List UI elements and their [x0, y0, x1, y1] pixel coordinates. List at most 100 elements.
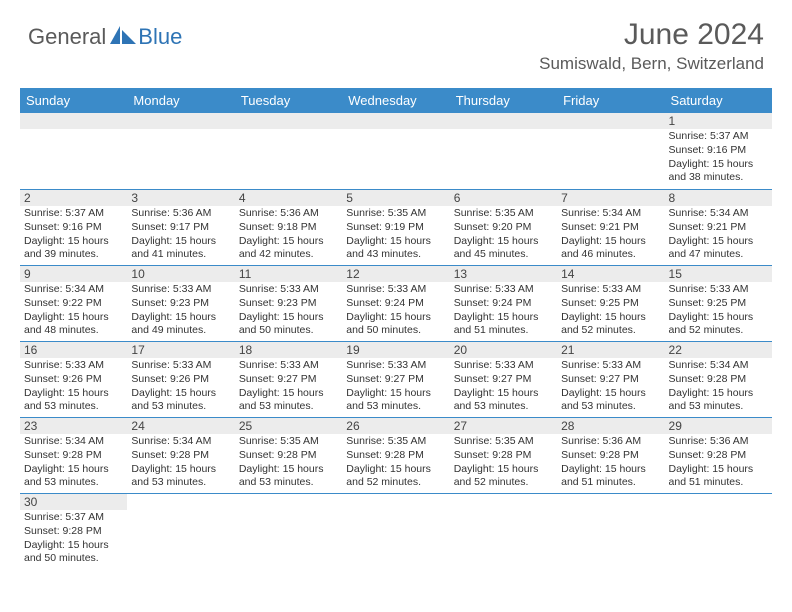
day-details: Sunrise: 5:33 AMSunset: 9:24 PMDaylight:…	[450, 282, 557, 340]
day-number: 14	[557, 266, 664, 282]
sunset-line: Sunset: 9:20 PM	[454, 220, 553, 234]
calendar-day-cell	[557, 493, 664, 569]
daylight-line: Daylight: 15 hours and 53 minutes.	[346, 386, 445, 413]
sunset-line: Sunset: 9:18 PM	[239, 220, 338, 234]
day-details: Sunrise: 5:37 AMSunset: 9:16 PMDaylight:…	[665, 129, 772, 187]
daylight-line: Daylight: 15 hours and 45 minutes.	[454, 234, 553, 261]
day-number: 4	[235, 190, 342, 206]
day-number: 24	[127, 418, 234, 434]
day-details: Sunrise: 5:35 AMSunset: 9:20 PMDaylight:…	[450, 206, 557, 264]
daylight-line: Daylight: 15 hours and 53 minutes.	[131, 386, 230, 413]
calendar-day-cell: 16Sunrise: 5:33 AMSunset: 9:26 PMDayligh…	[20, 341, 127, 417]
day-details: Sunrise: 5:37 AMSunset: 9:16 PMDaylight:…	[20, 206, 127, 264]
sunset-line: Sunset: 9:23 PM	[239, 296, 338, 310]
calendar-week-row: 23Sunrise: 5:34 AMSunset: 9:28 PMDayligh…	[20, 417, 772, 493]
sunset-line: Sunset: 9:28 PM	[24, 448, 123, 462]
day-number: 5	[342, 190, 449, 206]
daylight-line: Daylight: 15 hours and 42 minutes.	[239, 234, 338, 261]
sunrise-line: Sunrise: 5:33 AM	[454, 282, 553, 296]
sunset-line: Sunset: 9:23 PM	[131, 296, 230, 310]
sunset-line: Sunset: 9:21 PM	[669, 220, 768, 234]
daylight-line: Daylight: 15 hours and 50 minutes.	[346, 310, 445, 337]
day-number: 15	[665, 266, 772, 282]
calendar-day-cell: 6Sunrise: 5:35 AMSunset: 9:20 PMDaylight…	[450, 189, 557, 265]
blank-daynum	[450, 113, 557, 129]
day-number: 27	[450, 418, 557, 434]
day-details: Sunrise: 5:35 AMSunset: 9:19 PMDaylight:…	[342, 206, 449, 264]
sunrise-line: Sunrise: 5:37 AM	[669, 129, 768, 143]
day-details: Sunrise: 5:34 AMSunset: 9:21 PMDaylight:…	[557, 206, 664, 264]
col-header: Monday	[127, 88, 234, 113]
day-details: Sunrise: 5:36 AMSunset: 9:18 PMDaylight:…	[235, 206, 342, 264]
daylight-line: Daylight: 15 hours and 49 minutes.	[131, 310, 230, 337]
day-details: Sunrise: 5:35 AMSunset: 9:28 PMDaylight:…	[235, 434, 342, 492]
daylight-line: Daylight: 15 hours and 46 minutes.	[561, 234, 660, 261]
day-details: Sunrise: 5:33 AMSunset: 9:26 PMDaylight:…	[20, 358, 127, 416]
logo-text-blue: Blue	[138, 24, 182, 50]
daylight-line: Daylight: 15 hours and 52 minutes.	[669, 310, 768, 337]
day-details: Sunrise: 5:33 AMSunset: 9:26 PMDaylight:…	[127, 358, 234, 416]
sunrise-line: Sunrise: 5:34 AM	[24, 282, 123, 296]
daylight-line: Daylight: 15 hours and 52 minutes.	[454, 462, 553, 489]
title-block: June 2024 Sumiswald, Bern, Switzerland	[539, 18, 764, 74]
calendar-week-row: 9Sunrise: 5:34 AMSunset: 9:22 PMDaylight…	[20, 265, 772, 341]
sunset-line: Sunset: 9:19 PM	[346, 220, 445, 234]
day-number: 11	[235, 266, 342, 282]
calendar-day-cell: 19Sunrise: 5:33 AMSunset: 9:27 PMDayligh…	[342, 341, 449, 417]
sunrise-line: Sunrise: 5:35 AM	[454, 206, 553, 220]
sunset-line: Sunset: 9:22 PM	[24, 296, 123, 310]
day-details: Sunrise: 5:33 AMSunset: 9:27 PMDaylight:…	[235, 358, 342, 416]
sunrise-line: Sunrise: 5:36 AM	[239, 206, 338, 220]
daylight-line: Daylight: 15 hours and 52 minutes.	[561, 310, 660, 337]
daylight-line: Daylight: 15 hours and 53 minutes.	[239, 386, 338, 413]
sunset-line: Sunset: 9:27 PM	[454, 372, 553, 386]
daylight-line: Daylight: 15 hours and 52 minutes.	[346, 462, 445, 489]
daylight-line: Daylight: 15 hours and 48 minutes.	[24, 310, 123, 337]
daylight-line: Daylight: 15 hours and 47 minutes.	[669, 234, 768, 261]
calendar-week-row: 30Sunrise: 5:37 AMSunset: 9:28 PMDayligh…	[20, 493, 772, 569]
col-header: Sunday	[20, 88, 127, 113]
day-number: 17	[127, 342, 234, 358]
calendar-day-cell: 4Sunrise: 5:36 AMSunset: 9:18 PMDaylight…	[235, 189, 342, 265]
sunset-line: Sunset: 9:28 PM	[239, 448, 338, 462]
day-details: Sunrise: 5:33 AMSunset: 9:23 PMDaylight:…	[235, 282, 342, 340]
day-number: 2	[20, 190, 127, 206]
sunset-line: Sunset: 9:28 PM	[454, 448, 553, 462]
calendar-day-cell	[665, 493, 772, 569]
day-number: 19	[342, 342, 449, 358]
calendar-day-cell: 27Sunrise: 5:35 AMSunset: 9:28 PMDayligh…	[450, 417, 557, 493]
calendar-day-cell: 28Sunrise: 5:36 AMSunset: 9:28 PMDayligh…	[557, 417, 664, 493]
day-details: Sunrise: 5:36 AMSunset: 9:28 PMDaylight:…	[557, 434, 664, 492]
col-header: Saturday	[665, 88, 772, 113]
col-header: Friday	[557, 88, 664, 113]
daylight-line: Daylight: 15 hours and 41 minutes.	[131, 234, 230, 261]
sunrise-line: Sunrise: 5:34 AM	[131, 434, 230, 448]
calendar-week-row: 2Sunrise: 5:37 AMSunset: 9:16 PMDaylight…	[20, 189, 772, 265]
sunrise-line: Sunrise: 5:33 AM	[561, 358, 660, 372]
sunrise-line: Sunrise: 5:33 AM	[454, 358, 553, 372]
sunrise-line: Sunrise: 5:36 AM	[669, 434, 768, 448]
day-number: 10	[127, 266, 234, 282]
location: Sumiswald, Bern, Switzerland	[539, 54, 764, 74]
sunset-line: Sunset: 9:25 PM	[669, 296, 768, 310]
calendar-day-cell: 11Sunrise: 5:33 AMSunset: 9:23 PMDayligh…	[235, 265, 342, 341]
day-number: 16	[20, 342, 127, 358]
day-details: Sunrise: 5:37 AMSunset: 9:28 PMDaylight:…	[20, 510, 127, 568]
daylight-line: Daylight: 15 hours and 53 minutes.	[24, 462, 123, 489]
sunset-line: Sunset: 9:26 PM	[24, 372, 123, 386]
day-details: Sunrise: 5:34 AMSunset: 9:21 PMDaylight:…	[665, 206, 772, 264]
sunset-line: Sunset: 9:17 PM	[131, 220, 230, 234]
daylight-line: Daylight: 15 hours and 51 minutes.	[561, 462, 660, 489]
calendar-day-cell: 14Sunrise: 5:33 AMSunset: 9:25 PMDayligh…	[557, 265, 664, 341]
sunset-line: Sunset: 9:26 PM	[131, 372, 230, 386]
day-details: Sunrise: 5:34 AMSunset: 9:28 PMDaylight:…	[20, 434, 127, 492]
col-header: Wednesday	[342, 88, 449, 113]
sunrise-line: Sunrise: 5:35 AM	[454, 434, 553, 448]
day-number: 28	[557, 418, 664, 434]
col-header: Tuesday	[235, 88, 342, 113]
calendar-day-cell	[127, 113, 234, 189]
calendar-table: Sunday Monday Tuesday Wednesday Thursday…	[20, 88, 772, 569]
sunset-line: Sunset: 9:16 PM	[24, 220, 123, 234]
daylight-line: Daylight: 15 hours and 53 minutes.	[131, 462, 230, 489]
calendar-body: 1Sunrise: 5:37 AMSunset: 9:16 PMDaylight…	[20, 113, 772, 569]
